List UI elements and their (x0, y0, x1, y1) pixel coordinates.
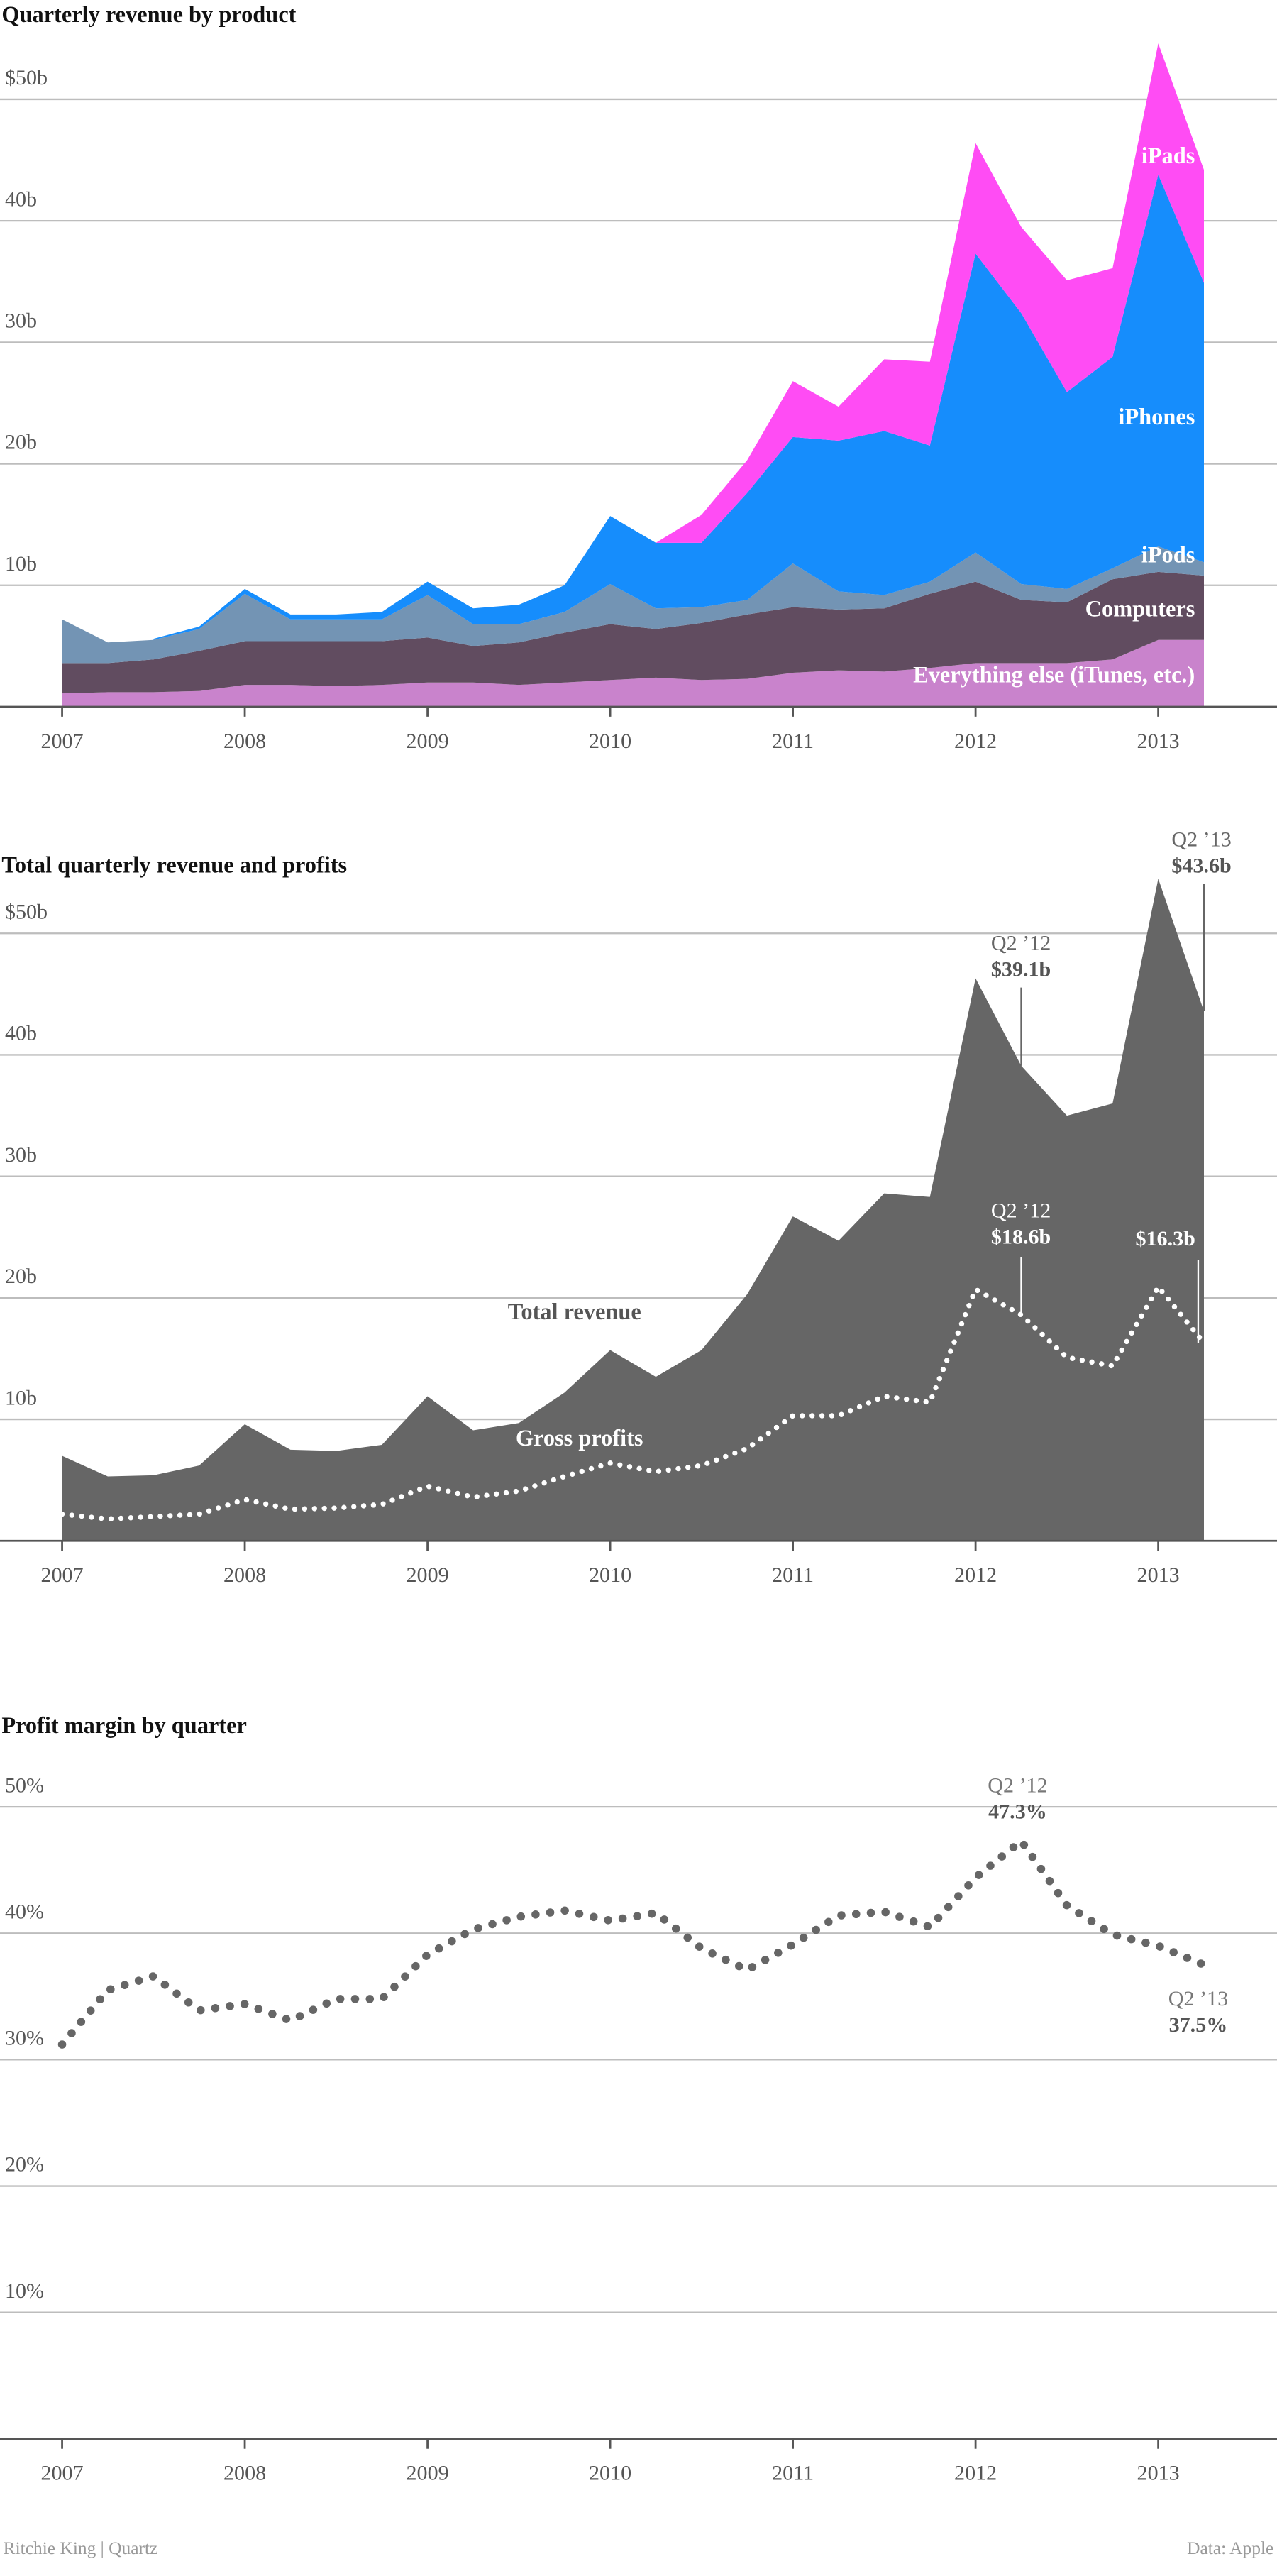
y-tick-label: 30b (5, 1143, 37, 1167)
x-tick-label: 2013 (1137, 729, 1180, 753)
x-tick-label: 2007 (40, 729, 83, 753)
area (62, 639, 1204, 707)
value-label: 47.3% (988, 1799, 1047, 1823)
x-tick-label: 2011 (772, 2461, 814, 2485)
y-tick-label: 10b (5, 551, 37, 576)
x-tick-label: 2007 (40, 1563, 83, 1587)
x-tick-label: 2013 (1137, 2461, 1180, 2485)
x-tick-label: 2009 (407, 2461, 449, 2485)
y-tick-label: 40b (5, 187, 37, 211)
x-tick-label: 2009 (407, 1563, 449, 1587)
area (62, 879, 1204, 1541)
x-tick-label: 2012 (954, 2461, 997, 2485)
y-tick-label: 30% (5, 2026, 44, 2050)
y-tick-label: 40% (5, 1899, 44, 1923)
value-label: $43.6b (1171, 854, 1231, 878)
line (57, 1834, 1208, 2049)
x-tick-label: 2007 (40, 2461, 83, 2485)
series-label: Total revenue (508, 1299, 641, 1325)
area (62, 571, 1204, 694)
chart-title: Quarterly revenue by product (1, 2, 296, 28)
y-tick-label: 50% (5, 1773, 44, 1797)
y-tick-label: 10% (5, 2279, 44, 2303)
x-tick-label: 2008 (223, 1563, 266, 1587)
value-label: $18.6b (991, 1225, 1051, 1249)
x-tick-label: 2012 (954, 1563, 997, 1587)
grid: 10b 20b 30b 40b $50b (0, 899, 1277, 1421)
grid: 10% 20% 30% 40% 50% (0, 1773, 1277, 2313)
x-tick-label: 2011 (772, 1563, 814, 1587)
series-label: iPhones (1118, 404, 1195, 430)
series-label: Computers (1085, 597, 1195, 622)
value-label: 37.5% (1169, 2013, 1228, 2037)
y-tick-label: $50b (5, 65, 48, 89)
x-tick-label: 2013 (1137, 1563, 1180, 1587)
source: Data: Apple (1187, 2538, 1273, 2558)
chart-title: Profit margin by quarter (1, 1713, 247, 1739)
note: Q2 ’13 (1168, 1986, 1228, 2010)
x-tick-label: 2008 (223, 2461, 266, 2485)
note: Q2 ’12 (991, 930, 1051, 954)
y-tick-label: 20% (5, 2152, 44, 2176)
credit: Ritchie King | Quartz (4, 2538, 158, 2558)
note: Q2 ’12 (991, 1199, 1051, 1223)
y-tick-label: $50b (5, 899, 48, 923)
overlay: 2007 2008 2009 2010 2011 2012 2013 Total revenu… (0, 827, 1277, 1587)
line (59, 1282, 1207, 1522)
chart-title: Total quarterly revenue and profits (1, 853, 347, 879)
y-tick-label: 20b (5, 1264, 37, 1288)
series-label: iPods (1141, 542, 1195, 568)
x-tick-label: 2008 (223, 729, 266, 753)
marks (57, 1834, 1208, 2049)
area (153, 175, 1204, 640)
marks (62, 43, 1204, 707)
x-tick-label: 2012 (954, 729, 997, 753)
series-label: Gross profits (516, 1426, 643, 1451)
x-tick-label: 2010 (589, 729, 631, 753)
note: Q2 ’13 (1171, 827, 1231, 852)
x-tick-label: 2011 (772, 729, 814, 753)
area (656, 43, 1204, 543)
area (62, 546, 1204, 664)
value-label: $16.3b (1135, 1226, 1195, 1250)
x-tick-label: 2009 (407, 729, 449, 753)
value-label: $39.1b (991, 957, 1051, 981)
x-tick-label: 2010 (589, 2461, 631, 2485)
y-tick-label: 40b (5, 1021, 37, 1045)
overlay: 2007 2008 2009 2010 2011 2012 2013 Everything e… (0, 143, 1277, 753)
series-label: iPads (1141, 143, 1195, 169)
y-tick-label: 20b (5, 430, 37, 454)
marks (59, 879, 1207, 1541)
y-tick-label: 10b (5, 1385, 37, 1409)
note: Q2 ’12 (988, 1773, 1047, 1797)
grid: 10b 20b 30b 40b $50b (0, 65, 1277, 586)
y-tick-label: 30b (5, 309, 37, 333)
series-label: Everything else (iTunes, etc.) (913, 662, 1195, 688)
x-tick-label: 2010 (589, 1563, 631, 1587)
